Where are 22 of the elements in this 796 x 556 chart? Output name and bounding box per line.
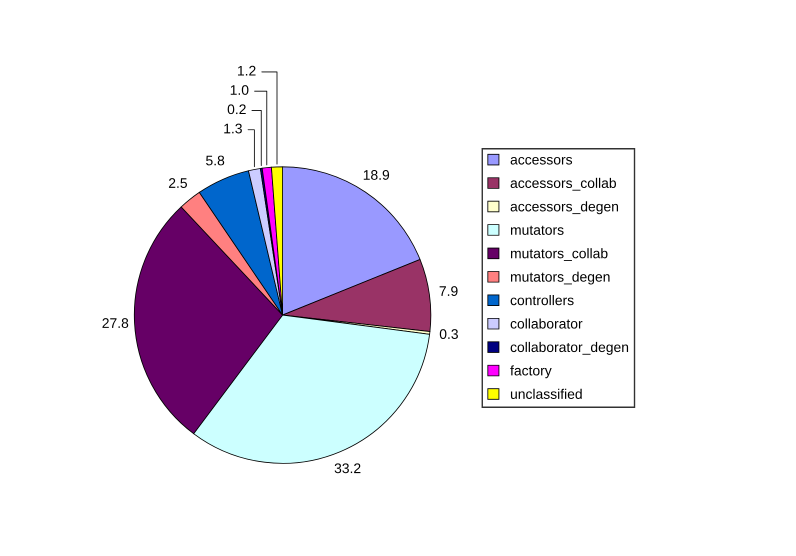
legend-label: accessors_collab bbox=[510, 178, 616, 191]
legend-label: collaborator_degen bbox=[510, 342, 628, 355]
data-label: 33.2 bbox=[334, 463, 360, 474]
data-label: 1.3 bbox=[224, 124, 242, 134]
data-label: 7.9 bbox=[440, 286, 458, 296]
data-label: 1.2 bbox=[238, 66, 256, 76]
legend-label: accessors_degen bbox=[510, 201, 618, 214]
data-label: 1.0 bbox=[230, 85, 248, 95]
data-label: 27.8 bbox=[102, 318, 128, 328]
legend-label: mutators_degen bbox=[510, 272, 610, 285]
legend-label: mutators_collab bbox=[510, 248, 608, 261]
data-label: 5.8 bbox=[206, 156, 224, 166]
data-label: 0.2 bbox=[228, 104, 246, 114]
legend-label: unclassified bbox=[510, 388, 582, 399]
legend-label: controllers bbox=[510, 295, 574, 306]
data-label: 2.5 bbox=[168, 178, 187, 188]
legend-label: mutators bbox=[510, 226, 564, 235]
legend-label: accessors bbox=[510, 156, 572, 165]
legend-label: collaborator bbox=[510, 318, 582, 329]
data-label: 0.3 bbox=[440, 329, 458, 339]
data-label: 18.9 bbox=[364, 170, 390, 180]
legend-label: factory bbox=[510, 365, 552, 378]
